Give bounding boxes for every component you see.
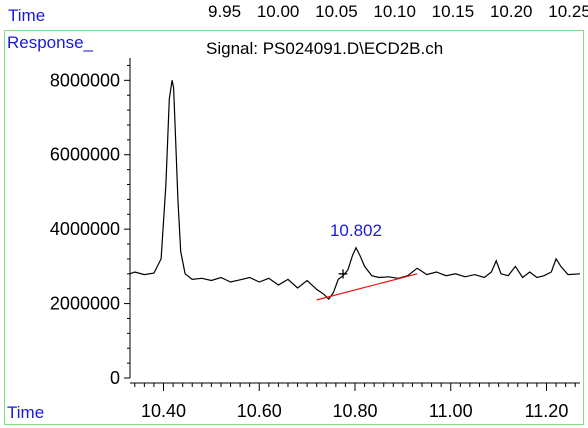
series-layer bbox=[129, 80, 581, 301]
x-axis-label: Time bbox=[7, 403, 44, 422]
top-axis-tick: 10.05 bbox=[315, 2, 358, 21]
integration-baseline bbox=[316, 273, 418, 301]
top-axis-tick: 10.20 bbox=[489, 2, 533, 21]
frame-left-border bbox=[4, 30, 5, 425]
x-tick-label: 10.80 bbox=[332, 401, 377, 421]
frame-top-border bbox=[4, 30, 584, 31]
top-axis-label: Time bbox=[8, 6, 46, 25]
y-tick-label: 2000000 bbox=[50, 294, 120, 314]
top-axis-tick: 9.95 bbox=[208, 2, 242, 21]
peak-label: 10.802 bbox=[330, 221, 382, 240]
chart-title: Signal: PS024091.D\ECD2B.ch bbox=[206, 39, 443, 58]
y-tick-label: 0 bbox=[110, 368, 120, 388]
peak-marker: + bbox=[338, 264, 349, 284]
annotation-layer: 10.802 + bbox=[330, 221, 382, 284]
x-tick-label: 10.60 bbox=[237, 401, 282, 421]
x-tick-label: 11.00 bbox=[429, 401, 473, 421]
y-axis-ticks: 0 2000000 4000000 6000000 8000000 bbox=[50, 64, 130, 388]
x-tick-label: 10.40 bbox=[141, 401, 186, 421]
top-axis-tick: 10.00 bbox=[256, 2, 300, 21]
x-tick-label: 11.20 bbox=[525, 401, 569, 421]
y-tick-label: 6000000 bbox=[50, 145, 120, 165]
frame-right-border bbox=[583, 30, 584, 425]
x-axis-ticks: 10.40 10.60 10.80 11.00 11.20 bbox=[134, 383, 576, 421]
y-axis-label: Response_ bbox=[7, 33, 94, 52]
top-axis-tick: 10.10 bbox=[373, 2, 416, 21]
signal-trace bbox=[129, 80, 581, 301]
y-tick-label: 4000000 bbox=[50, 219, 120, 239]
top-axis-tick: 10.15 bbox=[431, 2, 475, 21]
top-axis-ticks: 9.95 10.00 10.05 10.10 10.15 10.20 10.25 bbox=[208, 2, 588, 22]
top-time-scale: Time 9.95 10.00 10.05 10.10 10.15 10.20 … bbox=[0, 0, 588, 30]
top-axis-tick: 10.25 bbox=[548, 2, 588, 21]
y-tick-label: 8000000 bbox=[50, 70, 120, 90]
frame-bottom-border bbox=[4, 424, 584, 425]
